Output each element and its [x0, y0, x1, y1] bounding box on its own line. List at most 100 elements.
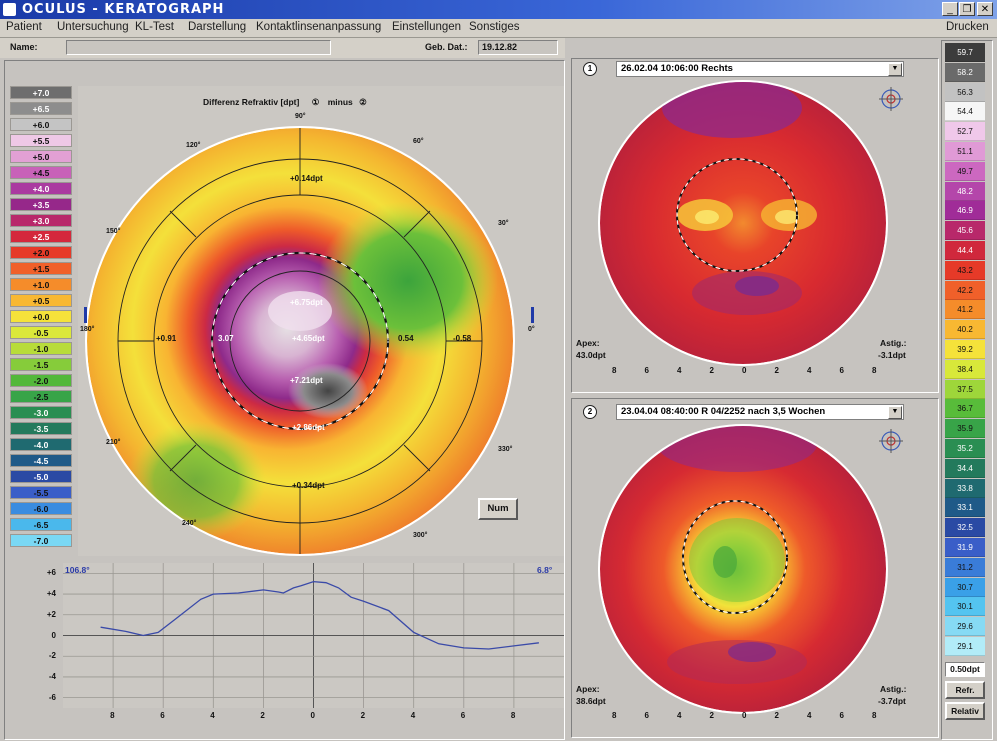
legend-row: -6.0 — [10, 502, 72, 515]
value-right: -0.58 — [453, 334, 472, 343]
y-tick-label: +4 — [46, 589, 56, 599]
map2-astig-label: Astig.: — [880, 684, 907, 694]
angle-0: 0° — [528, 326, 535, 333]
map1-topography — [597, 78, 903, 368]
legend-row: +7.0 — [10, 86, 72, 99]
map1-svg — [598, 80, 888, 366]
close-button[interactable]: ✕ — [977, 2, 993, 16]
map2-dropdown-arrow-icon[interactable]: ▼ — [888, 406, 902, 419]
x-tick-label: 2 — [709, 711, 714, 720]
x-tick-label: 6 — [839, 711, 844, 720]
diff-map-title-op1: ① — [311, 97, 320, 107]
legend-row: +5.0 — [10, 150, 72, 163]
x-tick-label: 0 — [310, 711, 315, 720]
name-label: Name: — [10, 42, 38, 52]
profile-y-ticks: +6 +4 +2 0 -2 -4 -6 — [30, 563, 60, 708]
x-tick-label: 4 — [410, 711, 416, 720]
x-tick-label: 2 — [774, 711, 779, 720]
angle-180: 180° — [80, 326, 95, 333]
map1-orientation-icon[interactable] — [878, 86, 904, 112]
x-tick-label: 0 — [742, 366, 747, 375]
diff-map-title: Differenz Refraktiv [dpt] ① minus ② — [203, 97, 367, 108]
x-tick-label: 8 — [612, 711, 617, 720]
dob-field[interactable]: 19.12.82 — [478, 40, 558, 55]
app-logo-icon — [3, 3, 16, 16]
diff-map-title-minus: minus — [327, 97, 353, 107]
angle-300: 300° — [413, 532, 428, 539]
angle-150: 150° — [106, 228, 121, 235]
map1-dropdown-arrow-icon[interactable]: ▼ — [888, 63, 902, 76]
map2-number: 2 — [583, 405, 597, 419]
menu-patient[interactable]: Patient — [6, 21, 42, 33]
menu-kontaktlinsenanpassung[interactable]: Kontaktlinsenanpassung — [256, 21, 382, 33]
map2-apex-label: Apex: — [576, 684, 600, 694]
x-tick-label: 2 — [774, 366, 779, 375]
legend-row: -1.0 — [10, 342, 72, 355]
x-tick-label: 8 — [612, 366, 617, 375]
legend-row: -5.5 — [10, 486, 72, 499]
map1-number: 1 — [583, 62, 597, 76]
map2-exam-select[interactable]: 23.04.04 08:40:00 R 04/2252 nach 3,5 Woc… — [616, 404, 904, 420]
legend-row: -2.0 — [10, 374, 72, 387]
value-bottom: +0.34dpt — [292, 481, 325, 490]
x-tick-label: 4 — [210, 711, 215, 720]
menu-bar: Patient Untersuchung KL-Test Darstellung… — [0, 19, 997, 38]
menu-einstellungen[interactable]: Einstellungen — [392, 21, 462, 33]
map1-apex-label: Apex: — [576, 338, 600, 348]
diff-map-area: Differenz Refraktiv [dpt] ① minus ② +0.1… — [78, 86, 564, 556]
legend-row: -1.5 — [10, 358, 72, 371]
name-field[interactable] — [66, 40, 331, 55]
angle-120: 120° — [186, 142, 201, 149]
legend-row: +3.0 — [10, 214, 72, 227]
legend-row: -4.5 — [10, 454, 72, 467]
window-title: OCULUS - KERATOGRAPH — [22, 2, 225, 17]
map2-orientation-icon[interactable] — [878, 428, 904, 454]
diff-legend: +7.0 +6.5 +6.0 +5.5 +5.0 +4.5 +4.0 +3.5 +3.0 +2.5… — [4, 86, 76, 554]
value-center: +4.65dpt — [292, 334, 325, 343]
legend-row: +2.5 — [10, 230, 72, 243]
y-tick-label: -2 — [48, 651, 56, 661]
num-button[interactable]: Num — [478, 498, 518, 520]
scale-panel — [941, 40, 993, 740]
map1-apex-value: 43.0dpt — [576, 350, 606, 360]
relativ-button[interactable]: Relativ — [945, 702, 985, 720]
x-tick-label: 6 — [839, 366, 844, 375]
legend-row: +1.0 — [10, 278, 72, 291]
profile-left-label: 106.8° — [65, 565, 90, 575]
title-bar: OCULUS - KERATOGRAPH _ ❐ ✕ — [0, 0, 997, 19]
angle-240: 240° — [182, 520, 197, 527]
map2-exam-select-value: 23.04.04 08:40:00 R 04/2252 nach 3,5 Woc… — [621, 406, 826, 417]
profile-svg — [63, 563, 564, 708]
scale-step-field[interactable]: 0.50dpt — [945, 662, 985, 677]
map1-astig-value: -3.1dpt — [878, 350, 906, 360]
map1-exam-select[interactable]: 26.02.04 10:06:00 Rechts ▼ — [616, 61, 904, 77]
minimize-button[interactable]: _ — [942, 2, 958, 16]
menu-drucken[interactable]: Drucken — [946, 21, 989, 33]
profile-series-line — [100, 580, 539, 650]
angle-90: 90° — [295, 113, 306, 120]
value-ring-bottom: +2.86dpt — [292, 423, 325, 432]
x-tick-label: 2 — [360, 711, 366, 720]
legend-row: -5.0 — [10, 470, 72, 483]
menu-kl-test[interactable]: KL-Test — [135, 21, 174, 33]
x-tick-label: 8 — [872, 366, 877, 375]
x-tick-label: 6 — [644, 366, 649, 375]
angle-330: 330° — [498, 446, 513, 453]
menu-darstellung[interactable]: Darstellung — [188, 21, 247, 33]
patient-bar: Name: Geb. Dat.: 19.12.82 — [0, 38, 565, 58]
map1-astig-label: Astig.: — [880, 338, 907, 348]
x-tick-label: 8 — [510, 711, 516, 720]
refr-button[interactable]: Refr. — [945, 681, 985, 699]
legend-row: -6.5 — [10, 518, 72, 531]
restore-button[interactable]: ❐ — [959, 2, 975, 16]
map2-topography — [597, 422, 903, 714]
legend-row: -7.0 — [10, 534, 72, 547]
legend-row: +5.5 — [10, 134, 72, 147]
x-tick-label: 4 — [807, 366, 812, 375]
x-tick-label: 6 — [460, 711, 466, 720]
x-tick-label: 2 — [260, 711, 265, 720]
menu-sonstiges[interactable]: Sonstiges — [469, 21, 520, 33]
x-tick-label: 4 — [677, 711, 682, 720]
menu-untersuchung[interactable]: Untersuchung — [57, 21, 129, 33]
x-tick-label: 8 — [110, 711, 115, 720]
